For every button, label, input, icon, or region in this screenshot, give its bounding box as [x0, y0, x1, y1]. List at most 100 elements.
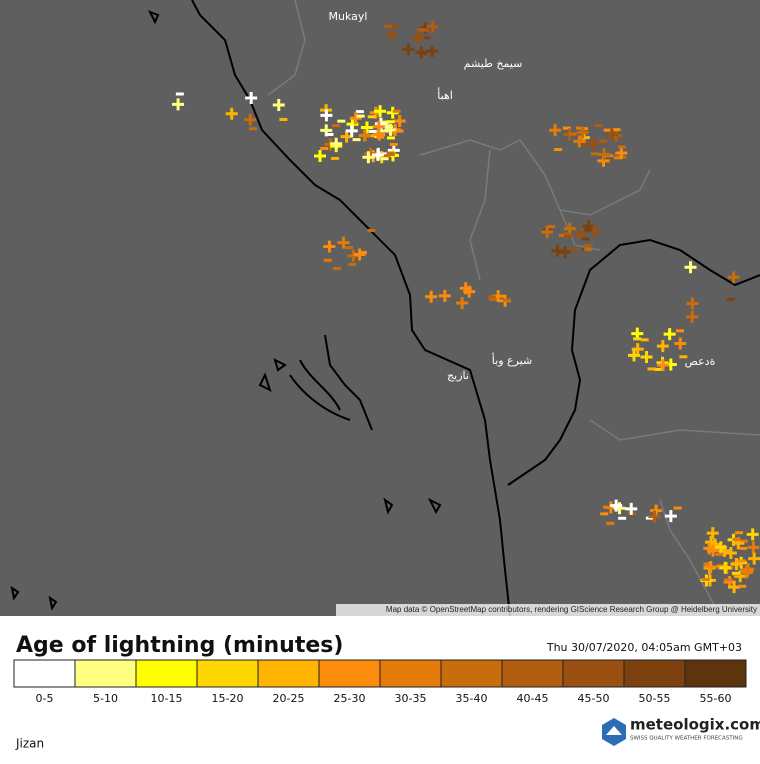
legend-label: 10-15 — [151, 692, 183, 705]
lightning-marker — [640, 351, 653, 364]
legend-label: 25-30 — [334, 692, 366, 705]
lightning-marker — [272, 98, 285, 111]
lightning-marker — [549, 124, 562, 137]
lightning-marker — [587, 138, 600, 151]
place-label: نازيج — [447, 369, 469, 382]
lightning-marker — [650, 504, 663, 517]
lightning-marker — [573, 135, 586, 148]
legend-label: 0-5 — [36, 692, 54, 705]
lightning-layer — [172, 20, 760, 594]
borders — [10, 0, 760, 617]
lightning-marker — [411, 31, 424, 44]
legend-swatch — [623, 659, 686, 688]
lightning-marker — [573, 227, 586, 240]
place-label: سيمخ طيشم — [464, 57, 523, 70]
legend-swatch — [440, 659, 503, 688]
lightning-marker — [372, 120, 385, 133]
lightning-marker — [719, 561, 732, 574]
legend-label: 50-55 — [639, 692, 671, 705]
lightning-marker — [337, 236, 350, 249]
lightning-marker — [704, 561, 717, 574]
lightning-marker — [686, 310, 699, 323]
legend-label: 45-50 — [578, 692, 610, 705]
legend-swatch — [196, 659, 259, 688]
lightning-marker — [362, 151, 375, 164]
lightning-marker — [330, 137, 343, 150]
legend-swatch — [501, 659, 564, 688]
lightning-marker — [747, 541, 760, 554]
lightning-marker — [393, 115, 406, 127]
lightning-marker — [463, 285, 476, 298]
legend-swatch — [13, 659, 76, 688]
lightning-marker — [456, 297, 469, 310]
lightning-marker — [664, 510, 677, 523]
lightning-marker — [172, 98, 185, 111]
lightning-marker — [358, 129, 371, 142]
lightning-marker — [415, 46, 428, 59]
map-background — [0, 0, 760, 616]
lightning-marker — [244, 113, 257, 126]
lightning-marker — [740, 566, 753, 579]
lightning-marker — [323, 240, 336, 253]
lightning-marker — [402, 43, 415, 56]
lightning-marker — [706, 527, 719, 540]
legend-swatch — [318, 659, 381, 688]
lightning-marker — [748, 552, 760, 565]
lightning-marker — [598, 148, 611, 161]
legend-label: 15-20 — [212, 692, 244, 705]
lightning-marker — [615, 146, 628, 159]
legend-swatch — [74, 659, 137, 688]
lightning-marker — [605, 128, 618, 141]
lightning-marker — [320, 109, 333, 122]
lightning-marker — [386, 28, 399, 41]
lightning-marker — [576, 126, 589, 139]
lightning-marker — [656, 340, 669, 353]
brand-logo — [602, 718, 626, 746]
place-label: اهبأ — [437, 87, 453, 102]
legend: 0-5 5-10 10-15 15-20 20-25 25-30 30-35 35-40 40-… — [13, 659, 747, 705]
lightning-marker — [426, 20, 439, 33]
lightning-marker — [724, 547, 737, 560]
place-label: Mukayl — [329, 10, 368, 23]
legend-label: 20-25 — [273, 692, 305, 705]
lightning-marker — [384, 123, 397, 136]
location: Jizan — [15, 737, 44, 751]
legend-label: 35-40 — [456, 692, 488, 705]
lightning-marker — [371, 148, 384, 161]
legend-label: 5-10 — [93, 692, 118, 705]
lightning-marker — [631, 343, 644, 356]
lightning-marker — [349, 112, 362, 125]
legend-label: 55-60 — [700, 692, 732, 705]
lightning-marker — [684, 261, 697, 274]
lightning-marker — [663, 328, 676, 341]
lightning-marker — [353, 248, 366, 261]
lightning-marker — [314, 150, 327, 163]
lightning-marker — [706, 544, 719, 557]
lightning-marker — [734, 570, 747, 583]
legend-label: 40-45 — [517, 692, 549, 705]
lightning-marker — [728, 581, 741, 594]
lightning-marker — [438, 289, 451, 302]
legend-swatch — [135, 659, 198, 688]
lightning-marker — [746, 528, 759, 541]
legend-swatch — [562, 659, 625, 688]
lightning-marker — [425, 290, 438, 303]
lightning-marker — [426, 45, 439, 58]
brand-tagline: SWISS QUALITY WEATHER FORECASTING — [630, 736, 743, 742]
legend-swatch — [684, 659, 747, 688]
lightning-marker — [225, 107, 238, 120]
lightning-marker — [245, 92, 258, 105]
lightning-marker — [727, 271, 740, 284]
place-label: ةدعص — [685, 355, 716, 368]
lightning-marker — [648, 510, 661, 523]
brand[interactable]: meteologix.com — [630, 716, 760, 734]
legend-label: 30-35 — [395, 692, 427, 705]
attribution[interactable]: Map data © OpenStreetMap contributors, r… — [386, 605, 757, 614]
lightning-marker — [730, 558, 743, 571]
lightning-marker — [674, 337, 687, 350]
lightning-marker — [374, 105, 387, 118]
lightning-marker — [657, 359, 670, 372]
legend-swatch — [379, 659, 442, 688]
legend-swatch — [257, 659, 320, 688]
